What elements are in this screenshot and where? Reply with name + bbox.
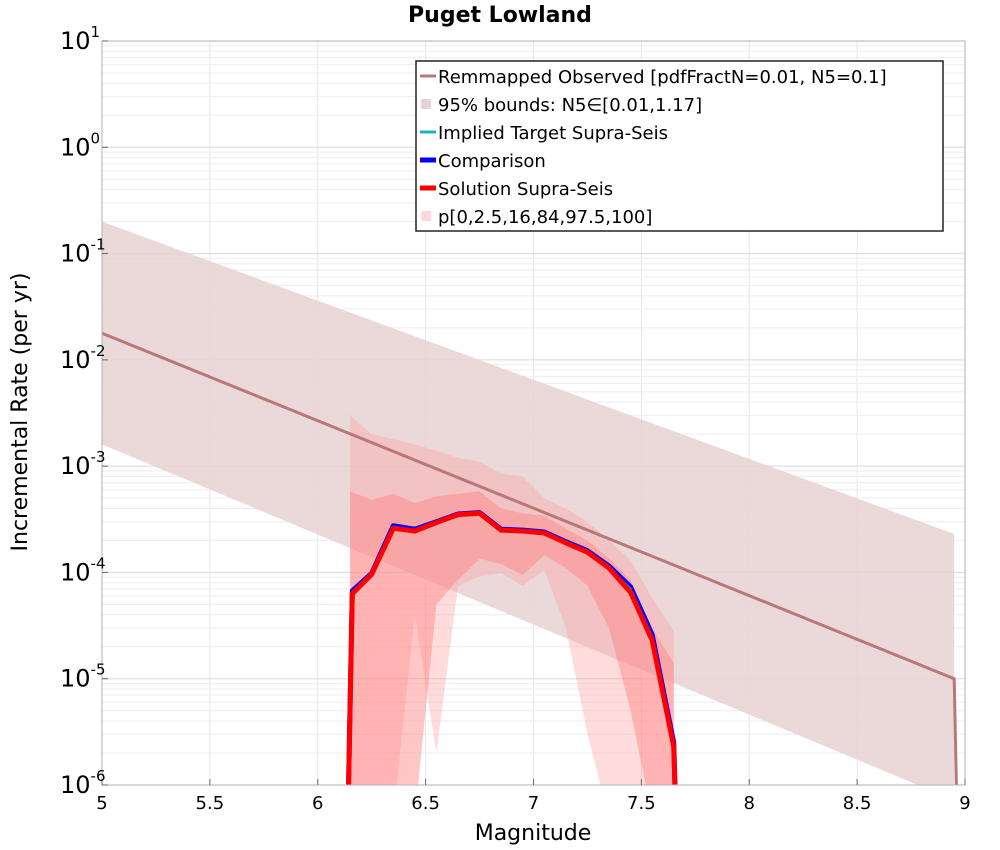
y-tick-exponent: 1 [91,23,101,41]
y-tick-exponent: -1 [91,236,106,254]
legend-box [415,60,944,232]
solution-inner-percentile-band [350,491,674,785]
observed-bounds-band [102,221,955,785]
x-tick-label: 7 [528,793,539,814]
x-axis-ticks: 5 5.5 6 6.5 7 7.5 8 8.5 9 [96,779,971,814]
y-tick-exponent: -5 [91,661,106,679]
x-tick-label: 8 [744,793,755,814]
legend-entry-label: 95% bounds: N5∈[0.01,1.17] [438,95,702,116]
legend-entry-label: Implied Target Supra-Seis [438,123,668,144]
series-layer [102,221,958,785]
x-tick-label: 5 [96,793,107,814]
y-tick-label: 10-4 [60,554,106,586]
y-axis-label: Incremental Rate (per yr) [8,273,33,552]
x-tick-label: 6 [312,793,323,814]
solution-outer-percentile-band [350,415,674,785]
chart-title: Puget Lowland [408,3,592,28]
x-tick-label: 8.5 [843,793,872,814]
y-tick-exponent: -3 [91,448,106,466]
x-tick-label: 6.5 [411,793,440,814]
x-tick-label: 9 [959,793,970,814]
solution-line [346,510,678,785]
legend-entry-label: p[0,2.5,16,84,97.5,100] [438,207,652,228]
legend-swatch-patch [421,99,431,109]
y-tick-label: 10-5 [60,661,106,693]
observed-line [102,331,958,785]
x-tick-label: 7.5 [627,793,656,814]
legend: Remmapped Observed [pdfFractN=0.01, N5=0… [415,60,944,232]
y-tick-exponent: -2 [91,342,106,360]
legend-swatch-patch [421,211,431,221]
x-tick-label: 5.5 [196,793,225,814]
y-tick-label: 10-3 [60,448,106,480]
legend-entry-label: Comparison [438,151,546,172]
legend-entry-label: Solution Supra-Seis [438,179,613,200]
y-tick-exponent: -4 [91,554,106,572]
y-tick-exponent: 0 [91,129,101,147]
y-tick-exponent: -6 [91,767,106,785]
x-axis-label: Magnitude [475,821,592,846]
legend-entry-label: Remmapped Observed [pdfFractN=0.01, N5=0… [438,67,887,88]
